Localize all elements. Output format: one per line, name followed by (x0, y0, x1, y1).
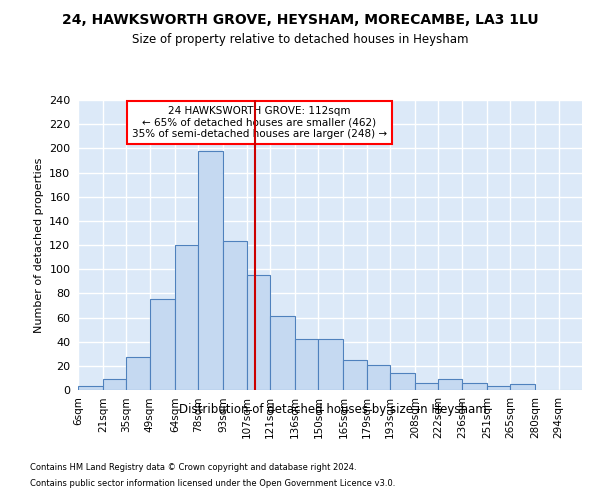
Bar (247, 275, 270, 390)
Bar (295, 339, 319, 390)
Bar (439, 379, 462, 390)
Text: 24, HAWKSWORTH GROVE, HEYSHAM, MORECAMBE, LA3 1LU: 24, HAWKSWORTH GROVE, HEYSHAM, MORECAMBE… (62, 12, 538, 26)
Text: 24 HAWKSWORTH GROVE: 112sqm
← 65% of detached houses are smaller (462)
35% of se: 24 HAWKSWORTH GROVE: 112sqm ← 65% of det… (132, 106, 387, 139)
Bar (127, 358, 150, 390)
Bar (175, 245, 198, 390)
Bar (343, 360, 367, 390)
Bar (390, 373, 415, 390)
Bar (415, 383, 439, 390)
Bar (78, 386, 103, 390)
Text: Contains public sector information licensed under the Open Government Licence v3: Contains public sector information licen… (30, 478, 395, 488)
Bar (103, 379, 127, 390)
Bar (510, 384, 535, 390)
Bar (150, 300, 175, 390)
Bar (319, 339, 343, 390)
Text: Size of property relative to detached houses in Heysham: Size of property relative to detached ho… (132, 32, 468, 46)
Bar (198, 151, 223, 390)
Text: Distribution of detached houses by size in Heysham: Distribution of detached houses by size … (179, 402, 487, 415)
Bar (487, 386, 510, 390)
Bar (367, 364, 390, 390)
Bar (462, 383, 487, 390)
Y-axis label: Number of detached properties: Number of detached properties (34, 158, 44, 332)
Bar (270, 316, 295, 390)
Text: Contains HM Land Registry data © Crown copyright and database right 2024.: Contains HM Land Registry data © Crown c… (30, 464, 356, 472)
Bar (223, 242, 247, 390)
